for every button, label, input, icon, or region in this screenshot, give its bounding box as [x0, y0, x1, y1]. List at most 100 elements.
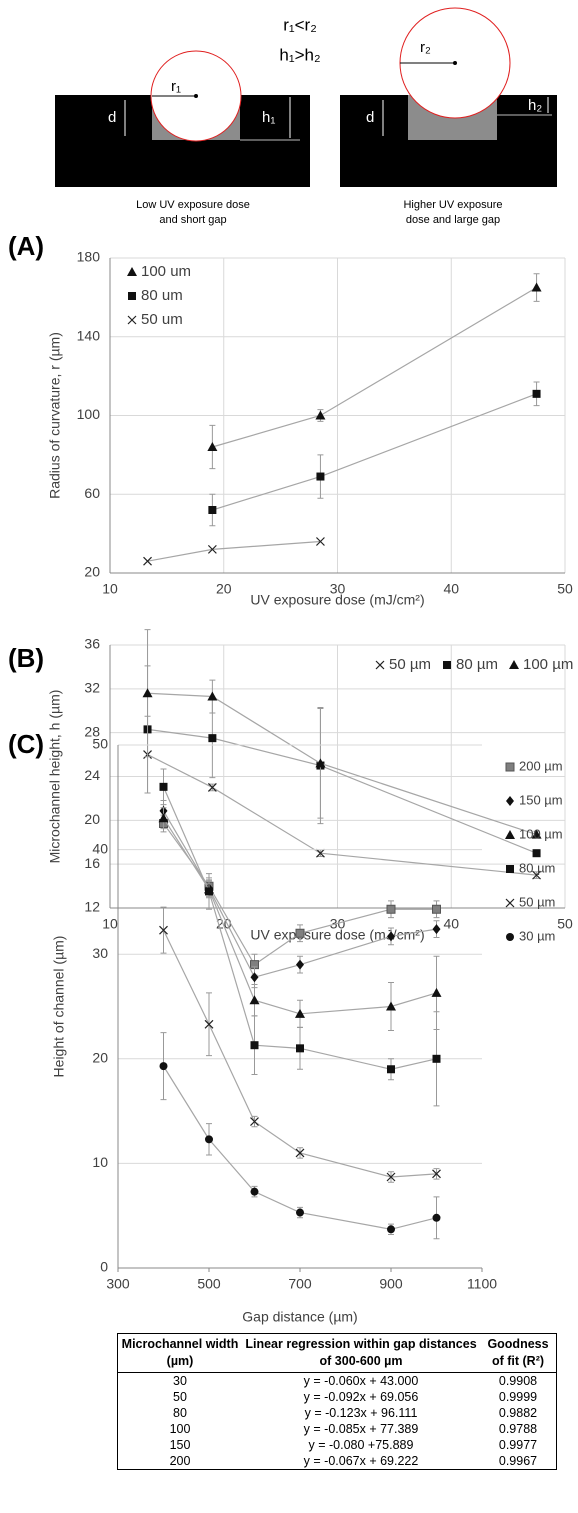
x-tick-label: 10: [102, 916, 118, 932]
series-line: [147, 692, 537, 836]
data-point: [295, 1148, 305, 1158]
series-line: [162, 786, 437, 1070]
data-point: [158, 813, 169, 823]
y-tick-label: 10: [92, 1154, 108, 1170]
header-cell: Linear regression within gap distances o…: [242, 1333, 480, 1373]
x-tick-label: 1100: [467, 1276, 497, 1292]
data-point: [431, 987, 442, 997]
legend-label: 80 µm: [519, 860, 555, 875]
center: [194, 94, 198, 98]
data-point: [316, 848, 325, 858]
regression-table: Microchannel width (µm) Linear regressio…: [117, 1333, 557, 1470]
data-point: [207, 544, 217, 554]
legend-marker: [375, 660, 385, 670]
y-tick-label: 50: [92, 736, 108, 752]
y-tick-label: 180: [77, 249, 101, 265]
x-axis-label: Gap distance (µm): [242, 1309, 357, 1325]
legend-marker: [505, 830, 515, 839]
legend-label: 100 um: [141, 263, 191, 280]
x-tick-label: 30: [330, 581, 346, 597]
data-point: [532, 389, 541, 398]
series-line: [162, 817, 437, 1015]
y-tick-label: 20: [84, 564, 100, 580]
x-tick-label: 50: [557, 581, 573, 597]
x-tick-label: 40: [443, 581, 459, 597]
table-cell: 0.9908: [498, 1374, 538, 1388]
table-row: 30 y = -0.060x + 43.000 0.9908: [118, 1373, 557, 1390]
caption: Low UV exposure dose: [136, 199, 250, 211]
data-point: [296, 1208, 304, 1217]
legend-marker: [127, 267, 137, 276]
table-cell: 30: [173, 1374, 187, 1388]
data-point: [159, 782, 168, 791]
y-tick-label: 24: [84, 767, 100, 783]
data-point: [316, 537, 325, 546]
table-row: 100 y = -0.085x + 77.389 0.9788: [118, 1421, 557, 1437]
y-tick-label: 0: [100, 1259, 108, 1275]
y-axis-label: Height of channel (µm): [51, 936, 67, 1078]
data-point: [531, 282, 542, 292]
data-point: [250, 1187, 259, 1196]
label: r₂: [420, 39, 431, 56]
x-tick-label: 300: [106, 1276, 130, 1292]
data-point: [315, 410, 326, 420]
figure: r₁<r₂ h₁>h₂ r₁ d h₁ Low UV exposure dose…: [8, 7, 573, 1325]
y-tick-label: 40: [92, 840, 108, 856]
y-tick-label: 20: [84, 811, 100, 827]
data-point: [432, 924, 441, 935]
data-point: [386, 1172, 396, 1182]
table-row: 50 y = -0.092x + 69.056 0.9999: [118, 1389, 557, 1405]
data-point: [432, 904, 441, 914]
x-tick-label: 900: [379, 1276, 403, 1292]
legend-label: 80 um: [141, 287, 183, 304]
x-tick-label: 500: [197, 1276, 221, 1292]
data-point: [142, 688, 153, 698]
table-cell: y = -0.123x + 96.111: [304, 1406, 418, 1420]
center: [453, 61, 457, 65]
x-tick-label: 20: [216, 581, 232, 597]
table-cell: y = -0.092x + 69.056: [303, 1390, 419, 1404]
data-point: [296, 959, 304, 970]
legend-marker: [128, 292, 136, 300]
diagram: r₁<r₂ h₁>h₂ r₁ d h₁ Low UV exposure dose…: [55, 7, 557, 226]
panel-label: (A): [8, 231, 44, 261]
legend-marker: [443, 661, 451, 669]
series-line: [162, 1065, 437, 1230]
data-point: [295, 1008, 305, 1018]
table-cell: 0.9788: [498, 1422, 538, 1436]
label: r₁: [171, 78, 181, 95]
legend-label: 50 um: [141, 311, 183, 328]
y-tick-label: 20: [92, 1050, 108, 1066]
data-point: [208, 506, 217, 514]
table-cell: y = -0.060x + 43.000: [303, 1374, 419, 1388]
y-tick-label: 36: [84, 636, 100, 652]
table-body: 30 y = -0.060x + 43.000 0.9908 50 y = -0.092…: [118, 1373, 557, 1470]
data-point: [432, 1213, 441, 1222]
data-point: [159, 925, 168, 935]
data-point: [386, 1001, 396, 1011]
legend-label: 150 µm: [519, 792, 563, 807]
panel-label: (B): [8, 643, 44, 673]
x-tick-label: 700: [288, 1276, 312, 1292]
legend-marker: [509, 660, 519, 669]
label: h₂: [528, 97, 542, 114]
x-tick-label: 40: [443, 916, 459, 932]
data-point: [159, 1062, 168, 1071]
legend-marker: [127, 315, 137, 325]
series-line: [163, 823, 437, 966]
data-point: [386, 904, 396, 914]
legend-label: 80 µm: [456, 656, 498, 673]
legend-label: 100 µm: [519, 826, 563, 841]
y-tick-label: 140: [77, 327, 101, 343]
data-point: [205, 1135, 213, 1144]
legend-label: 50 µm: [519, 894, 555, 909]
data-point: [295, 928, 305, 938]
data-point: [387, 931, 395, 942]
legend-marker: [506, 933, 514, 941]
y-tick-label: 32: [84, 680, 100, 696]
table-row: 80 y = -0.123x + 96.111 0.9882: [118, 1405, 557, 1421]
series-line: [147, 754, 537, 876]
series-line: [162, 929, 437, 1178]
data-point: [208, 734, 217, 743]
